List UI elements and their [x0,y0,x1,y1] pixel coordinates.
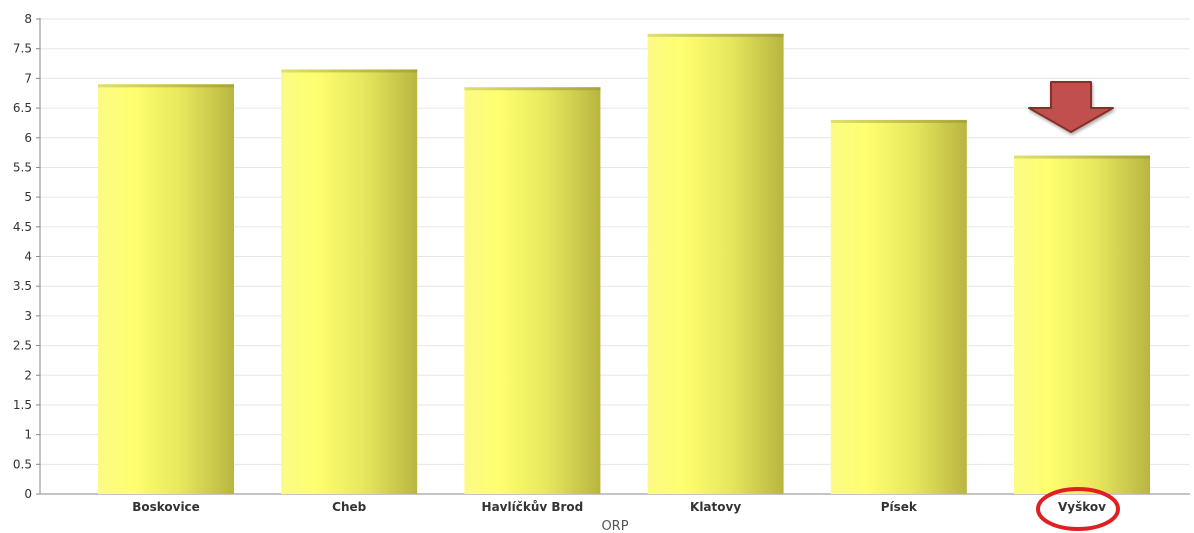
y-tick-label: 5 [24,190,32,204]
x-axis-title: ORP [601,519,628,533]
y-tick-label: 8 [24,12,32,26]
bar-top-edge [281,69,418,73]
y-tick-label: 0.5 [13,457,32,471]
x-tick-label: Písek [881,500,918,514]
bar [830,119,967,494]
y-tick-label: 3.5 [13,279,32,293]
bar [1014,155,1150,494]
y-tick-label: 3 [24,309,32,323]
x-tick-label: Cheb [332,500,366,514]
bar-top-edge [830,119,967,123]
y-tick-label: 0 [24,487,32,501]
y-tick-label: 7.5 [13,42,32,56]
bars [98,33,1150,494]
down-arrow-icon [1028,81,1114,133]
bar-top-edge [1014,155,1150,159]
x-axis-labels: Boskovice Cheb Havlíčkův Brod Klatovy Písek V… [132,500,1106,514]
x-tick-label: Vyškov [1058,500,1106,514]
y-tick-label: 6.5 [13,101,32,115]
y-tick-label: 5.5 [13,160,32,174]
bar-top-edge [98,84,234,88]
y-tick-label: 4.5 [13,220,32,234]
bar-top-edge [464,87,601,91]
y-tick-label: 6 [24,131,32,145]
y-tick-label: 2 [24,368,32,382]
x-tick-label: Klatovy [690,500,741,514]
bar [464,87,601,494]
bar [647,33,784,494]
bar [98,84,234,494]
y-tick-label: 2.5 [13,339,32,353]
y-tick-label: 1 [24,428,32,442]
bar-top-edge [647,33,784,37]
y-axis-ticks: 0 0.5 1 1.5 2 2.5 3 3.5 4 4.5 5 5.5 6 6.5 7 7.5 8 [13,12,32,501]
x-tick-label: Havlíčkův Brod [482,500,584,514]
x-tick-label: Boskovice [132,500,200,514]
bar [281,69,418,494]
y-tick-label: 7 [24,71,32,85]
highlight-circle-icon [1036,487,1120,531]
y-tick-label: 1.5 [13,398,32,412]
y-tick-label: 4 [24,250,32,264]
